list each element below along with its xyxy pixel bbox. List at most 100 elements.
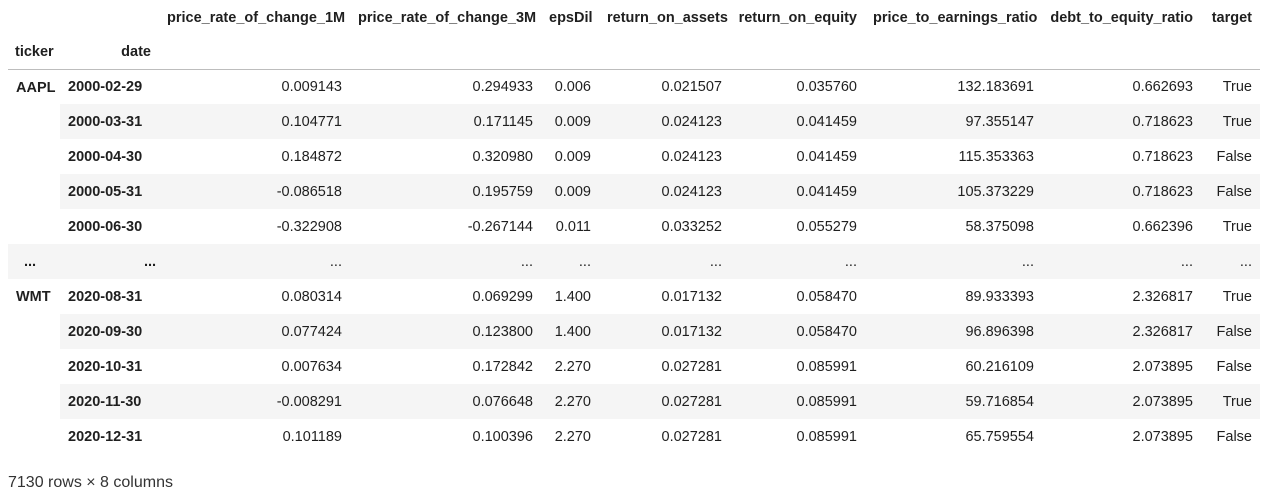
- cell-target: False: [1216, 358, 1252, 375]
- cell-target: False: [1201, 174, 1260, 209]
- cell-return-on-assets: 0.024123: [599, 174, 730, 209]
- cell-price-rate-of-change-3M: 0.195759: [350, 174, 541, 209]
- cell-price-rate-of-change-3M: -0.267144: [467, 218, 533, 235]
- ticker-index-cell: WMT: [16, 289, 51, 305]
- cell-epsDil: ...: [541, 244, 599, 279]
- dataframe-shape-footer: 7130 rows × 8 columns: [8, 474, 173, 491]
- column-header: price_rate_of_change_1M: [167, 9, 346, 26]
- cell-epsDil: 2.270: [554, 358, 591, 375]
- cell-target: True: [1222, 288, 1252, 305]
- cell-debt-to-equity-ratio: 2.073895: [1132, 358, 1193, 375]
- cell-epsDil: 2.270: [554, 428, 591, 445]
- cell-price-rate-of-change-3M: 0.320980: [472, 148, 533, 165]
- cell-return-on-assets: 0.027281: [599, 384, 730, 419]
- cell-price-rate-of-change-3M: 0.172842: [472, 358, 533, 375]
- dataframe-output: price_rate_of_change_1M price_rate_of_ch…: [8, 0, 1260, 454]
- cell-target: False: [1216, 148, 1252, 165]
- cell-return-on-assets: 0.033252: [661, 218, 722, 235]
- column-header: price_rate_of_change_3M: [358, 9, 537, 26]
- cell-return-on-assets: 0.017132: [661, 288, 722, 305]
- cell-return-on-equity: 0.058470: [796, 288, 857, 305]
- column-header: return_on_assets: [607, 9, 728, 26]
- date-index-cell: 2020-10-31: [68, 358, 143, 375]
- date-index-cell: 2020-09-30: [60, 314, 159, 349]
- cell-target: True: [1201, 104, 1260, 139]
- dataframe-table: price_rate_of_change_1M price_rate_of_ch…: [8, 0, 1260, 454]
- table-row: 2000-06-30 -0.322908 -0.267144 0.011 0.03325…: [8, 209, 1260, 244]
- column-header: target: [1211, 9, 1252, 26]
- cell-price-to-earnings-ratio: 115.353363: [958, 148, 1034, 165]
- date-index-cell: 2020-08-31: [68, 288, 143, 305]
- cell-price-to-earnings-ratio: 60.216109: [965, 358, 1034, 375]
- cell-target: True: [1201, 384, 1260, 419]
- index-name-ticker: ticker: [15, 43, 54, 60]
- date-index-cell: 2020-11-30: [60, 384, 159, 419]
- column-header: epsDil: [549, 9, 593, 26]
- cell-price-rate-of-change-1M: 0.077424: [159, 314, 350, 349]
- cell-price-rate-of-change-1M: 0.009143: [281, 78, 342, 95]
- cell-price-rate-of-change-1M: 0.101189: [282, 428, 342, 445]
- cell-price-to-earnings-ratio: 97.355147: [865, 104, 1042, 139]
- cell-price-rate-of-change-3M: 0.076648: [350, 384, 541, 419]
- cell-return-on-assets: 0.024123: [661, 148, 722, 165]
- cell-debt-to-equity-ratio: 0.662693: [1132, 78, 1193, 95]
- cell-price-rate-of-change-3M: 0.100396: [472, 428, 533, 445]
- cell-return-on-assets: 0.027281: [661, 428, 722, 445]
- cell-epsDil: 0.006: [554, 78, 591, 95]
- cell-price-to-earnings-ratio: ...: [865, 244, 1042, 279]
- cell-price-rate-of-change-1M: -0.086518: [159, 174, 350, 209]
- cell-return-on-equity: 0.085991: [796, 428, 857, 445]
- cell-epsDil: 0.009: [554, 148, 591, 165]
- cell-return-on-equity: 0.085991: [730, 384, 865, 419]
- cell-debt-to-equity-ratio: 2.326817: [1042, 314, 1201, 349]
- cell-debt-to-equity-ratio: 2.073895: [1042, 384, 1201, 419]
- cell-price-rate-of-change-1M: 0.007634: [281, 358, 342, 375]
- date-index-cell: ...: [60, 244, 159, 279]
- cell-epsDil: 2.270: [541, 384, 599, 419]
- cell-price-to-earnings-ratio: 132.183691: [957, 78, 1034, 95]
- cell-return-on-assets: 0.027281: [661, 358, 722, 375]
- cell-price-rate-of-change-1M: -0.008291: [159, 384, 350, 419]
- ellipsis-row: ..............................: [8, 244, 1260, 279]
- table-row: AAPL 2000-02-29 0.009143 0.294933 0.006 0.021…: [8, 69, 1260, 104]
- table-row: WMT 2020-08-31 0.080314 0.069299 1.400 0.0171…: [8, 279, 1260, 314]
- ticker-index-cell: ...: [8, 244, 60, 279]
- cell-return-on-assets: 0.017132: [599, 314, 730, 349]
- index-name-date: date: [121, 43, 151, 60]
- cell-price-to-earnings-ratio: 96.896398: [865, 314, 1042, 349]
- column-header: debt_to_equity_ratio: [1050, 9, 1193, 26]
- cell-return-on-equity: 0.041459: [796, 148, 857, 165]
- cell-price-rate-of-change-1M: 0.080314: [281, 288, 342, 305]
- date-index-cell: 2000-06-30: [68, 218, 143, 235]
- cell-return-on-equity: 0.085991: [796, 358, 857, 375]
- column-header: price_to_earnings_ratio: [873, 9, 1038, 26]
- table-row: 2000-05-31 -0.086518 0.195759 0.009 0.024123…: [8, 174, 1260, 209]
- cell-price-rate-of-change-1M: 0.104771: [159, 104, 350, 139]
- cell-return-on-equity: 0.041459: [730, 174, 865, 209]
- cell-price-rate-of-change-1M: 0.184872: [281, 148, 342, 165]
- cell-debt-to-equity-ratio: ...: [1042, 244, 1201, 279]
- cell-debt-to-equity-ratio: 2.073895: [1132, 428, 1193, 445]
- cell-return-on-equity: 0.058470: [730, 314, 865, 349]
- cell-debt-to-equity-ratio: 2.326817: [1132, 288, 1193, 305]
- cell-price-rate-of-change-1M: -0.322908: [276, 218, 342, 235]
- date-index-cell: 2000-03-31: [60, 104, 159, 139]
- cell-debt-to-equity-ratio: 0.718623: [1042, 174, 1201, 209]
- cell-epsDil: 0.009: [541, 174, 599, 209]
- ticker-index-cell: AAPL: [16, 79, 56, 96]
- cell-return-on-assets: ...: [599, 244, 730, 279]
- table-row: 2000-03-31 0.104771 0.171145 0.009 0.024123 0…: [8, 104, 1260, 139]
- cell-price-to-earnings-ratio: 105.373229: [865, 174, 1042, 209]
- table-row: 2020-10-31 0.007634 0.172842 2.270 0.027281 0…: [8, 349, 1260, 384]
- cell-debt-to-equity-ratio: 0.662396: [1132, 218, 1193, 235]
- cell-target: ...: [1201, 244, 1260, 279]
- cell-return-on-equity: 0.035760: [796, 78, 857, 95]
- dataframe-body: AAPL 2000-02-29 0.009143 0.294933 0.006 0.021…: [8, 69, 1260, 454]
- cell-return-on-equity: ...: [730, 244, 865, 279]
- date-index-cell: 2020-12-31: [68, 428, 143, 445]
- index-name-row: ticker date: [8, 35, 1260, 69]
- cell-epsDil: 0.009: [541, 104, 599, 139]
- cell-return-on-equity: 0.041459: [730, 104, 865, 139]
- cell-return-on-assets: 0.024123: [599, 104, 730, 139]
- header-spacer: [8, 0, 60, 35]
